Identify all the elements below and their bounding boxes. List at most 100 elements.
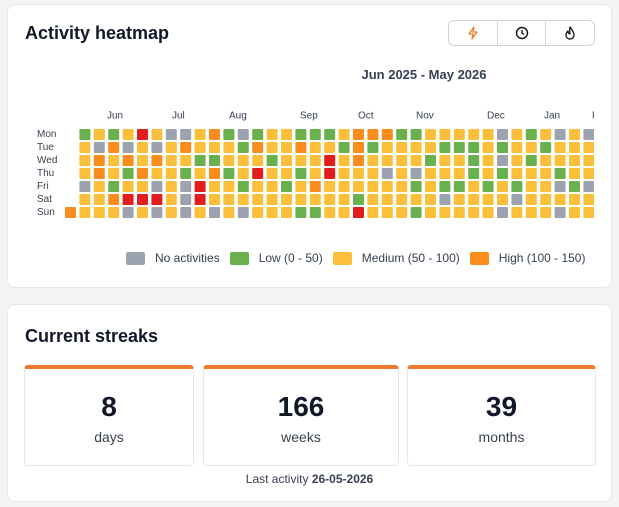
legend-swatch	[229, 251, 249, 265]
day-cell	[410, 194, 422, 205]
day-cell	[540, 207, 552, 218]
day-label: Tue	[37, 142, 54, 153]
day-cell	[540, 168, 552, 179]
day-cell	[237, 194, 249, 205]
day-cell	[93, 129, 105, 140]
legend-label: Low (0 - 50)	[258, 251, 323, 265]
day-cell	[497, 194, 508, 205]
day-cell	[194, 142, 206, 153]
activity-button[interactable]	[449, 21, 497, 45]
day-cell	[540, 142, 552, 153]
day-cell	[583, 207, 594, 218]
day-cell	[79, 207, 91, 218]
day-cell	[482, 155, 494, 166]
day-cell	[497, 155, 508, 166]
day-cell	[583, 142, 594, 153]
day-cell	[367, 207, 379, 218]
day-cell	[281, 168, 292, 179]
day-cell	[324, 129, 336, 140]
day-cell	[281, 142, 292, 153]
last-activity: Last activity 26-05-2026	[8, 472, 611, 486]
month-label: F	[592, 111, 594, 122]
legend-label: Medium (50 - 100)	[361, 251, 460, 265]
day-cell	[79, 168, 91, 179]
day-cell	[554, 168, 566, 179]
day-cell	[396, 194, 408, 205]
day-cell	[281, 129, 292, 140]
day-cell	[79, 155, 91, 166]
day-cell	[353, 194, 364, 205]
day-label: Sat	[37, 194, 52, 205]
day-cell	[425, 155, 436, 166]
day-cell	[165, 181, 177, 192]
day-cell	[122, 181, 134, 192]
day-cell	[511, 155, 523, 166]
day-cell	[223, 207, 235, 218]
day-cell	[180, 142, 192, 153]
day-cell	[194, 207, 206, 218]
day-cell	[540, 194, 552, 205]
time-button[interactable]	[496, 21, 546, 45]
day-cell	[122, 207, 134, 218]
day-cell	[252, 194, 264, 205]
day-cell	[468, 168, 480, 179]
streak-button[interactable]	[545, 21, 594, 45]
day-cell	[525, 155, 537, 166]
day-cell	[569, 155, 580, 166]
day-cell	[439, 142, 451, 153]
legend-swatch	[469, 251, 489, 265]
day-label: Sun	[37, 207, 55, 218]
day-cell	[237, 142, 249, 153]
day-cell	[309, 194, 321, 205]
day-cell	[338, 207, 350, 218]
day-cell	[309, 142, 321, 153]
day-cell	[583, 168, 594, 179]
day-cell	[367, 142, 379, 153]
day-cell	[367, 194, 379, 205]
day-cell	[194, 168, 206, 179]
day-cell	[525, 168, 537, 179]
day-cell	[93, 207, 105, 218]
streak-unit: months	[478, 429, 525, 445]
view-toggle	[448, 20, 595, 46]
day-cell	[425, 207, 436, 218]
day-cell	[266, 129, 278, 140]
day-cell	[453, 207, 465, 218]
day-cell	[410, 129, 422, 140]
day-cell	[165, 142, 177, 153]
day-cell	[252, 129, 264, 140]
day-cell	[569, 194, 580, 205]
day-cell	[79, 129, 91, 140]
day-cell	[295, 194, 307, 205]
streak-value: 8	[101, 391, 117, 422]
day-cell	[353, 181, 364, 192]
day-cell	[410, 142, 422, 153]
day-cell	[583, 129, 594, 140]
day-cell	[554, 194, 566, 205]
day-cell	[482, 207, 494, 218]
day-cell	[93, 181, 105, 192]
day-cell	[554, 207, 566, 218]
day-cell	[281, 207, 292, 218]
legend: No activities Low (0 - 50) Medium (50 - 10…	[126, 251, 595, 265]
day-cell	[554, 129, 566, 140]
day-cell	[194, 155, 206, 166]
day-cell	[252, 168, 264, 179]
day-cell	[122, 168, 134, 179]
day-cell	[266, 207, 278, 218]
day-cell	[165, 207, 177, 218]
day-cell	[151, 155, 163, 166]
date-range: Jun 2025 - May 2026	[361, 67, 487, 82]
day-cell	[425, 142, 436, 153]
day-cell	[525, 129, 537, 140]
day-cell	[151, 142, 163, 153]
day-cell	[223, 155, 235, 166]
day-cell	[410, 207, 422, 218]
card-title: Current streaks	[25, 326, 159, 346]
day-cell	[367, 155, 379, 166]
streak-box: 166 weeks	[203, 365, 399, 466]
day-cell	[237, 155, 249, 166]
day-cell	[122, 194, 134, 205]
day-cell	[79, 142, 91, 153]
day-cell	[108, 129, 120, 140]
